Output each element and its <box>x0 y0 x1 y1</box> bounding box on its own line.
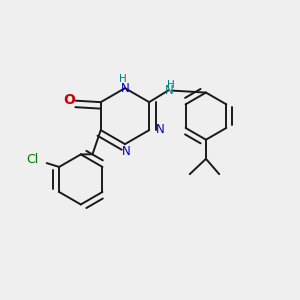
Text: N: N <box>165 84 174 97</box>
Text: H: H <box>167 80 175 90</box>
Text: Cl: Cl <box>26 153 38 167</box>
Text: N: N <box>156 123 164 136</box>
Text: N: N <box>122 145 131 158</box>
Text: O: O <box>63 93 75 107</box>
Text: H: H <box>119 74 127 84</box>
Text: N: N <box>121 82 129 95</box>
